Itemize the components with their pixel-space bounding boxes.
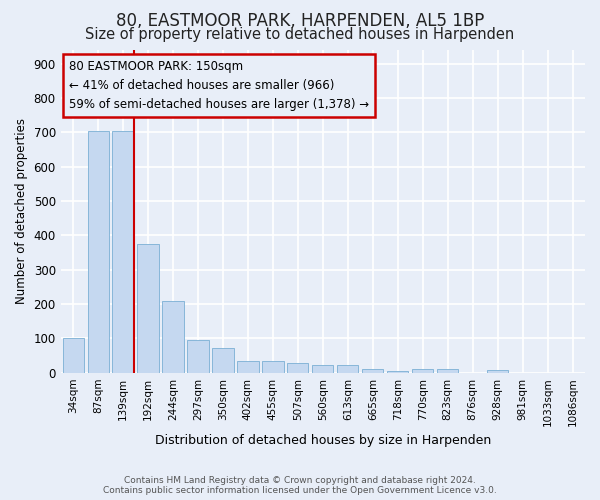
Bar <box>187 340 209 372</box>
Text: Contains HM Land Registry data © Crown copyright and database right 2024.
Contai: Contains HM Land Registry data © Crown c… <box>103 476 497 495</box>
Bar <box>487 370 508 372</box>
Bar <box>337 365 358 372</box>
Bar <box>362 369 383 372</box>
Text: 80 EASTMOOR PARK: 150sqm
← 41% of detached houses are smaller (966)
59% of semi-: 80 EASTMOOR PARK: 150sqm ← 41% of detach… <box>68 60 368 110</box>
Text: Size of property relative to detached houses in Harpenden: Size of property relative to detached ho… <box>85 28 515 42</box>
Bar <box>112 130 134 372</box>
Bar <box>437 369 458 372</box>
Bar <box>262 362 284 372</box>
Y-axis label: Number of detached properties: Number of detached properties <box>15 118 28 304</box>
Bar <box>62 338 84 372</box>
Bar <box>312 365 334 372</box>
Text: 80, EASTMOOR PARK, HARPENDEN, AL5 1BP: 80, EASTMOOR PARK, HARPENDEN, AL5 1BP <box>116 12 484 30</box>
Bar <box>412 369 433 372</box>
Bar <box>287 364 308 372</box>
Bar <box>88 130 109 372</box>
Bar <box>163 302 184 372</box>
Bar <box>137 244 158 372</box>
Bar <box>387 371 409 372</box>
Bar <box>212 348 233 372</box>
Bar <box>238 362 259 372</box>
X-axis label: Distribution of detached houses by size in Harpenden: Distribution of detached houses by size … <box>155 434 491 448</box>
